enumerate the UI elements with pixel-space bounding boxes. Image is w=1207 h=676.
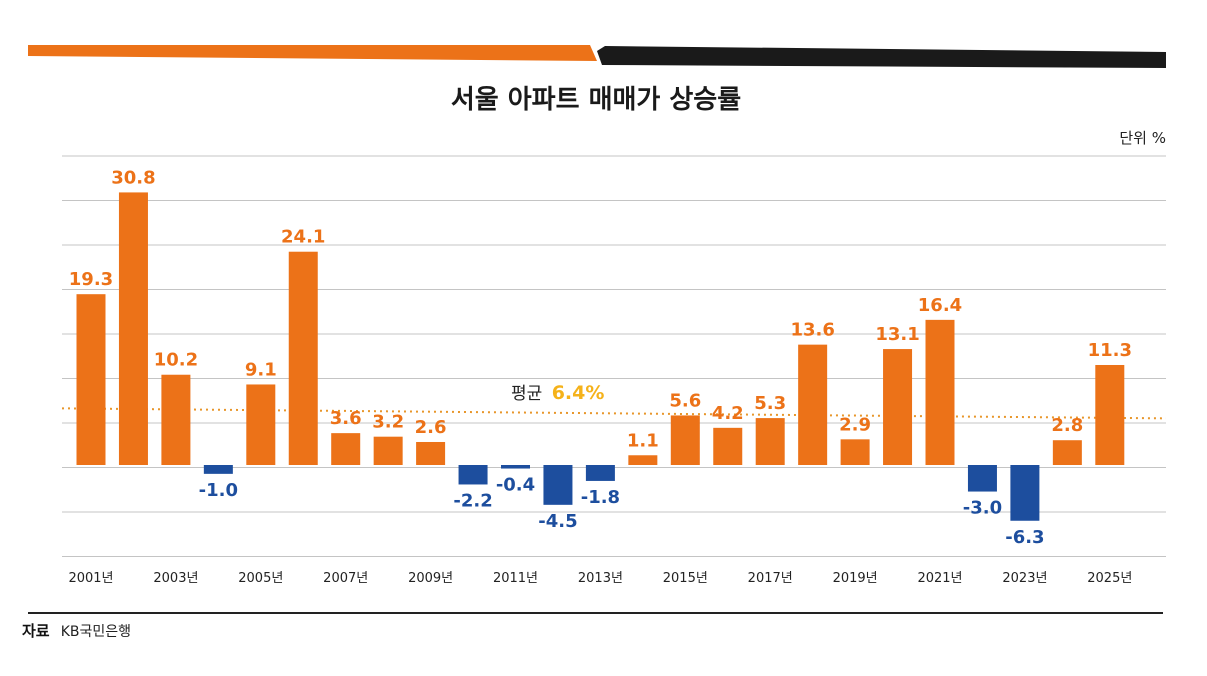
bar-2010 xyxy=(458,465,488,485)
x-axis-labels: 2001년 2003년 2005년 2007년 2009년 2011년 2013년 2015년… xyxy=(68,571,1132,586)
value-label-2011: -0.4 xyxy=(496,475,535,496)
value-label-2004: -1.0 xyxy=(199,480,238,501)
bar-2017 xyxy=(755,418,785,465)
value-label-2008: 3.2 xyxy=(372,412,404,433)
bar-2019 xyxy=(840,439,870,465)
bar-2018 xyxy=(798,344,828,465)
bar-2008 xyxy=(373,436,403,465)
header-band-orange xyxy=(28,45,597,61)
bar-2016 xyxy=(713,427,743,465)
bar-2015 xyxy=(670,415,700,465)
x-tick-label: 2007년 xyxy=(323,571,368,586)
bar-2020 xyxy=(883,349,913,465)
bar-2005 xyxy=(246,384,276,465)
value-label-2006: 24.1 xyxy=(281,227,325,248)
chart-title: 서울 아파트 매매가 상승률 xyxy=(451,85,741,115)
bar-2004 xyxy=(203,465,233,474)
value-label-2010: -2.2 xyxy=(453,490,492,511)
bar-2012 xyxy=(543,465,573,505)
source: 자료 KB국민은행 xyxy=(22,621,131,640)
value-label-2024: 2.8 xyxy=(1051,415,1083,436)
x-tick-label: 2019년 xyxy=(833,571,878,586)
value-label-2020: 13.1 xyxy=(875,324,919,345)
value-label-2016: 4.2 xyxy=(712,403,744,424)
bar-2002 xyxy=(118,192,148,466)
value-label-2017: 5.3 xyxy=(754,393,786,414)
bar-2011 xyxy=(501,465,530,469)
bar-2023 xyxy=(1010,465,1040,521)
unit-label: 단위 % xyxy=(1119,129,1166,147)
bar-2013 xyxy=(585,465,615,481)
average-value: 6.4% xyxy=(552,382,605,404)
value-label-2005: 9.1 xyxy=(245,359,277,380)
bars xyxy=(76,192,1125,521)
value-label-2013: -1.8 xyxy=(581,487,620,508)
x-tick-label: 2003년 xyxy=(153,571,198,586)
bar-2009 xyxy=(416,441,446,465)
x-tick-label: 2001년 xyxy=(68,571,113,586)
header-band-dark xyxy=(597,46,1166,68)
value-label-2022: -3.0 xyxy=(963,498,1002,519)
value-label-2023: -6.3 xyxy=(1005,527,1044,548)
value-label-2019: 2.9 xyxy=(839,414,871,435)
bar-2006 xyxy=(288,251,318,465)
value-label-2002: 30.8 xyxy=(111,167,155,188)
value-label-2025: 11.3 xyxy=(1088,340,1132,361)
value-label-2015: 5.6 xyxy=(669,390,701,411)
x-tick-label: 2013년 xyxy=(578,571,623,586)
bar-2024 xyxy=(1052,440,1082,465)
x-tick-label: 2009년 xyxy=(408,571,453,586)
value-labels: 19.3 30.8 10.2 -1.0 9.1 24.1 3.6 3.2 2.6 -2.2-0.4… xyxy=(69,167,1132,547)
average-label: 평균 6.4% xyxy=(511,382,604,404)
value-label-2007: 3.6 xyxy=(330,408,362,429)
bar-2003 xyxy=(161,374,191,465)
gridlines xyxy=(62,155,1166,557)
x-tick-label: 2005년 xyxy=(238,571,283,586)
value-label-2014: 1.1 xyxy=(627,430,659,451)
value-label-2009: 2.6 xyxy=(415,417,447,438)
x-tick-label: 2021년 xyxy=(917,571,962,586)
value-label-2003: 10.2 xyxy=(154,350,198,371)
x-tick-label: 2025년 xyxy=(1087,571,1132,586)
x-tick-label: 2015년 xyxy=(663,571,708,586)
value-label-2001: 19.3 xyxy=(69,269,113,290)
bar-2014 xyxy=(628,455,658,465)
bar-2001 xyxy=(76,294,106,465)
bar-2021 xyxy=(925,319,955,465)
x-tick-label: 2011년 xyxy=(493,571,538,586)
x-tick-label: 2023년 xyxy=(1002,571,1047,586)
average-line xyxy=(61,407,1167,420)
value-label-2012: -4.5 xyxy=(538,511,577,532)
bar-2025 xyxy=(1095,364,1125,465)
value-label-2018: 13.6 xyxy=(790,320,834,341)
value-label-2021: 16.4 xyxy=(918,295,962,316)
x-tick-label: 2017년 xyxy=(748,571,793,586)
source-text: KB국민은행 xyxy=(61,624,131,640)
source-label: 자료 xyxy=(22,622,50,640)
bar-2022 xyxy=(967,465,997,492)
average-label-text: 평균 xyxy=(511,384,542,404)
bar-2007 xyxy=(331,433,361,465)
